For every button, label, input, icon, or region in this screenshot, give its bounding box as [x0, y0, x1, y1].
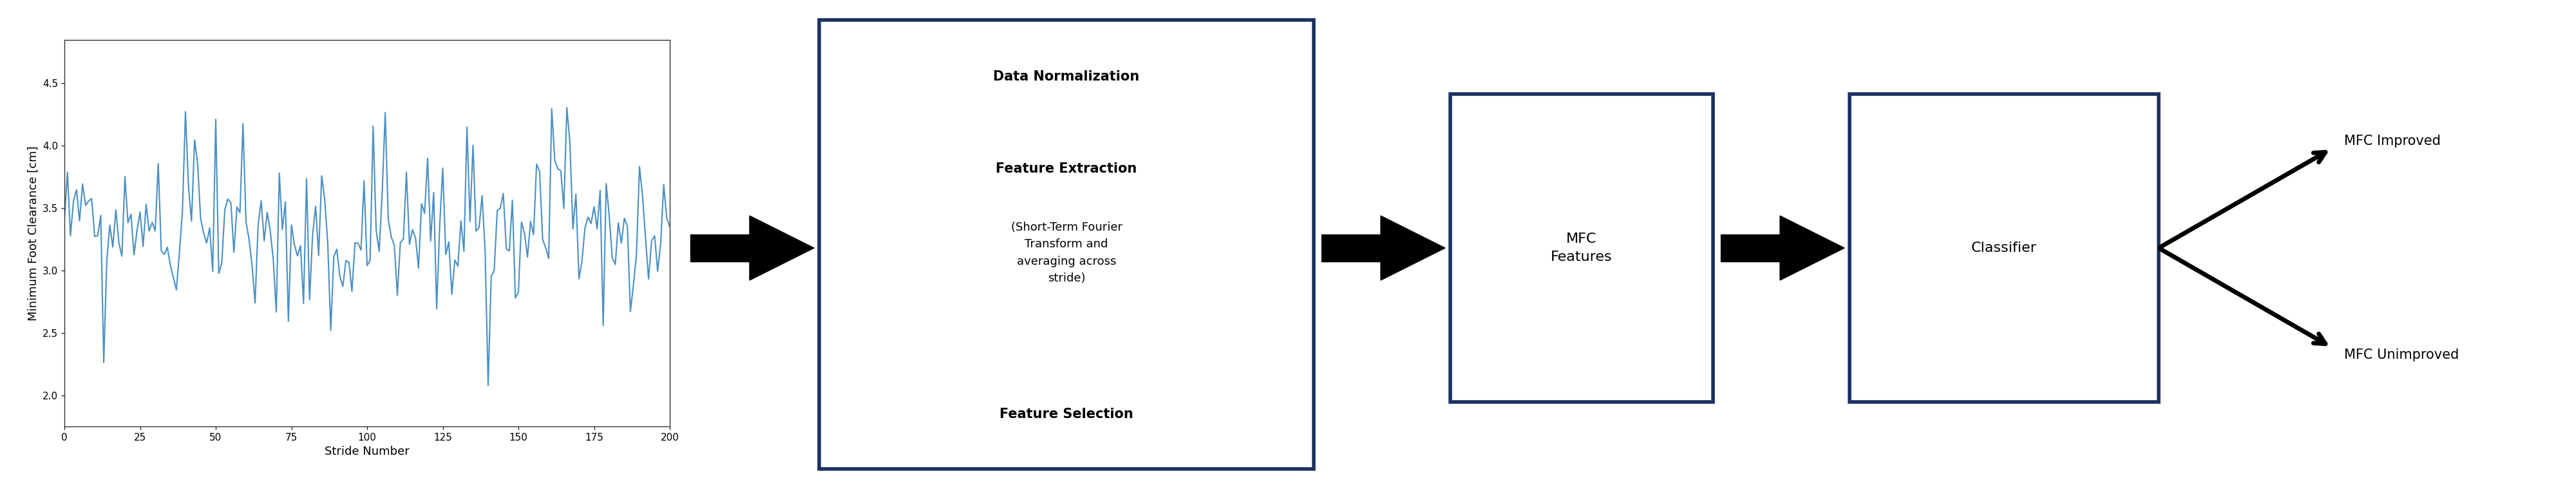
- Text: MFC
Features: MFC Features: [1551, 233, 1613, 263]
- Text: Feature Extraction: Feature Extraction: [997, 162, 1136, 175]
- Text: Feature Selection: Feature Selection: [999, 408, 1133, 421]
- Text: MFC Improved: MFC Improved: [2344, 135, 2439, 148]
- Text: Classifier: Classifier: [1971, 242, 2038, 254]
- Text: MFC Unimproved: MFC Unimproved: [2344, 348, 2460, 361]
- X-axis label: Stride Number: Stride Number: [325, 446, 410, 458]
- Text: (Short-Term Fourier
Transform and
averaging across
stride): (Short-Term Fourier Transform and averag…: [1010, 222, 1123, 284]
- Text: Data Normalization: Data Normalization: [994, 70, 1139, 83]
- Y-axis label: Minimum Foot Clearance [cm]: Minimum Foot Clearance [cm]: [28, 146, 39, 320]
